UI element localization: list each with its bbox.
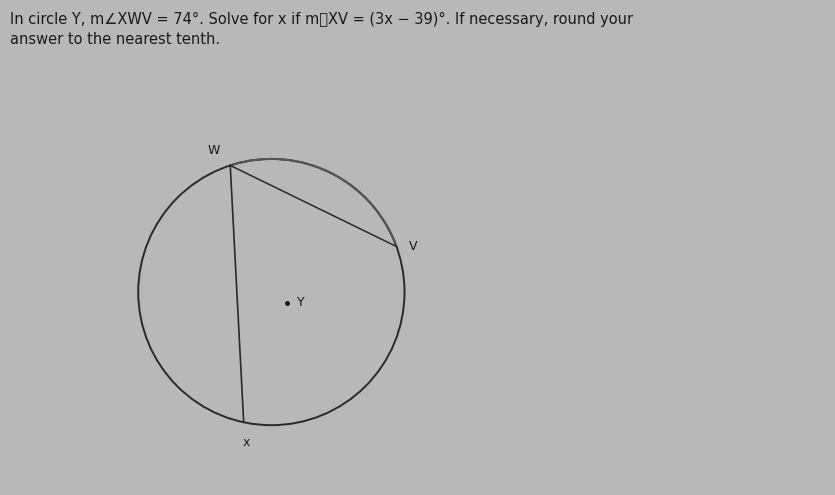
- Text: W: W: [207, 145, 220, 157]
- Text: In circle Y, m∠XWV = 74°. Solve for x if m⌢XV = (3x − 39)°. If necessary, round : In circle Y, m∠XWV = 74°. Solve for x if…: [10, 12, 633, 27]
- Text: answer to the nearest tenth.: answer to the nearest tenth.: [10, 32, 220, 47]
- Text: V: V: [408, 240, 417, 253]
- Text: x: x: [243, 436, 250, 448]
- Text: Y: Y: [296, 296, 304, 309]
